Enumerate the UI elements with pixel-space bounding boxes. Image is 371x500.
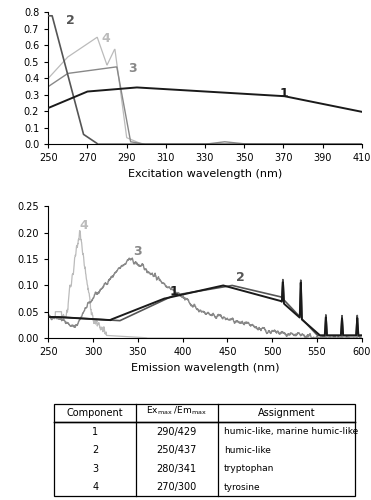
X-axis label: Excitation wavelength (nm): Excitation wavelength (nm): [128, 169, 282, 179]
Text: 250/437: 250/437: [157, 445, 197, 455]
Text: 4: 4: [80, 219, 88, 232]
Text: humic-like, marine humic-like: humic-like, marine humic-like: [224, 427, 358, 436]
Text: 1: 1: [279, 88, 288, 101]
Text: Component: Component: [67, 408, 124, 418]
Text: 2: 2: [236, 271, 245, 284]
X-axis label: Emission wavelength (nm): Emission wavelength (nm): [131, 362, 279, 372]
Text: tryptophan: tryptophan: [224, 464, 274, 473]
Text: 3: 3: [133, 246, 142, 258]
Text: 1: 1: [169, 285, 178, 298]
Text: tyrosine: tyrosine: [224, 482, 260, 492]
Text: 2: 2: [92, 445, 98, 455]
Text: 290/429: 290/429: [157, 426, 197, 436]
Text: 4: 4: [101, 32, 110, 45]
Text: 4: 4: [92, 482, 98, 492]
Text: Assignment: Assignment: [258, 408, 315, 418]
Text: 3: 3: [129, 62, 137, 75]
Text: humic-like: humic-like: [224, 446, 271, 454]
Text: 2: 2: [66, 14, 75, 27]
Text: Ex$_{\mathregular{max}}$ /Em$_{\mathregular{max}}$: Ex$_{\mathregular{max}}$ /Em$_{\mathregu…: [146, 404, 207, 417]
Text: 280/341: 280/341: [157, 464, 197, 473]
Text: 270/300: 270/300: [157, 482, 197, 492]
Text: 1: 1: [92, 426, 98, 436]
Text: 3: 3: [92, 464, 98, 473]
